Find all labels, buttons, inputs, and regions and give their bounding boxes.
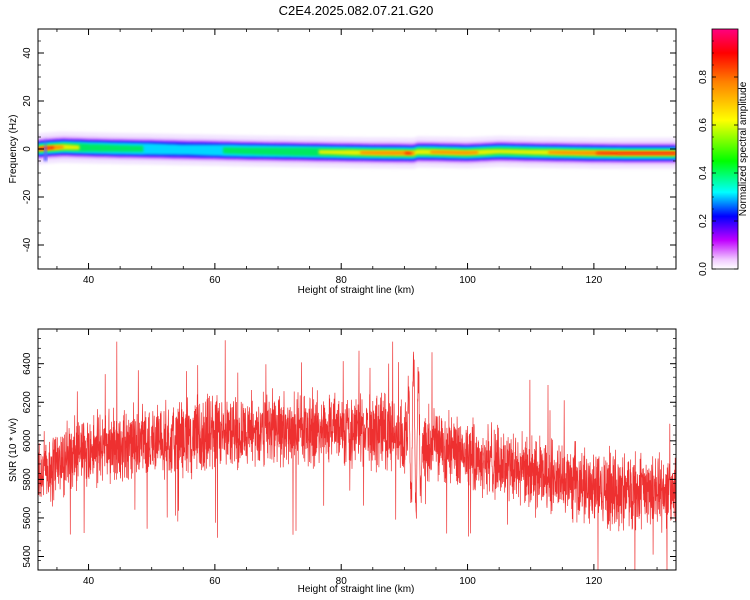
spectrogram-x-tick-label: 60 — [209, 275, 221, 286]
colorbar-tick-label: 0.6 — [698, 118, 709, 132]
snr-x-tick-label: 80 — [336, 576, 348, 587]
spectrogram-edge-feature — [43, 137, 48, 161]
snr-frame — [37, 328, 677, 571]
spectrogram-contour-level — [38, 144, 676, 156]
spectrogram-x-tick-label: 80 — [336, 275, 348, 286]
snr-y-tick-label: 6000 — [22, 429, 33, 452]
snr-y-tick-label: 6200 — [22, 391, 33, 414]
spectrogram-x-ticks: 40 60 80 100 120 — [56, 29, 658, 286]
spectrogram-x-tick-label: 100 — [459, 275, 476, 286]
spectrogram-y-tick-label: 20 — [22, 95, 33, 107]
spectrogram-x-tick-label: 120 — [586, 275, 603, 286]
colorbar-tick-label: 0.4 — [698, 166, 709, 180]
snr-series-line — [38, 340, 676, 570]
spectrogram-y-tick-label: 40 — [22, 47, 33, 59]
spectrogram-band — [38, 131, 676, 169]
colorbar-tick-label: 0.8 — [698, 70, 709, 84]
snr-x-tick-label: 100 — [459, 576, 476, 587]
spectrogram-contour-level — [38, 146, 676, 155]
snr-y-axis-title: SNR (10 * v/v) — [8, 418, 19, 482]
snr-x-tick-label: 60 — [209, 576, 221, 587]
spectrogram-y-tick-label: -40 — [22, 237, 33, 252]
spectrogram-x-tick-label: 40 — [83, 275, 95, 286]
colorbar-ticks: 0.0 0.2 0.4 0.6 0.8 — [698, 40, 738, 276]
snr-x-ticks: 40 60 80 100 120 — [56, 329, 658, 587]
colorbar-tick-label: 0.0 — [698, 262, 709, 276]
spectrogram-y-tick-label: 0 — [22, 146, 33, 152]
colorbar-gradient — [712, 29, 738, 269]
spectrogram-y-ticks: -40 -20 0 20 40 — [22, 28, 676, 270]
snr-x-tick-label: 120 — [586, 576, 603, 587]
spectrogram-panel: 40 60 80 100 120 -40 -20 0 20 40 Height of strai… — [8, 28, 677, 296]
spectrogram-contour-level — [38, 145, 676, 156]
colorbar-label: Normalized spectral amplitude — [738, 81, 749, 216]
snr-panel: 40 60 80 100 120 5400 5600 5800 6000 6200 6400 He… — [8, 328, 677, 595]
chart-title: C2E4.2025.082.07.21.G20 — [279, 3, 434, 18]
snr-x-tick-label: 40 — [83, 576, 95, 587]
spectrogram-x-axis-title: Height of straight line (km) — [298, 285, 415, 296]
colorbar-tick-label: 0.2 — [698, 214, 709, 228]
colorbar: 0.0 0.2 0.4 0.6 0.8 Normalized spectral ampl… — [698, 28, 749, 276]
snr-y-tick-label: 6400 — [22, 352, 33, 375]
snr-y-tick-label: 5600 — [22, 506, 33, 529]
snr-y-tick-label: 5800 — [22, 468, 33, 491]
snr-x-axis-title: Height of straight line (km) — [298, 584, 415, 595]
spectrogram-y-tick-label: -20 — [22, 189, 33, 204]
snr-y-ticks: 5400 5600 5800 6000 6200 6400 — [22, 328, 676, 571]
spectrogram-y-axis-title: Frequency (Hz) — [8, 115, 19, 184]
snr-y-tick-label: 5400 — [22, 545, 33, 568]
